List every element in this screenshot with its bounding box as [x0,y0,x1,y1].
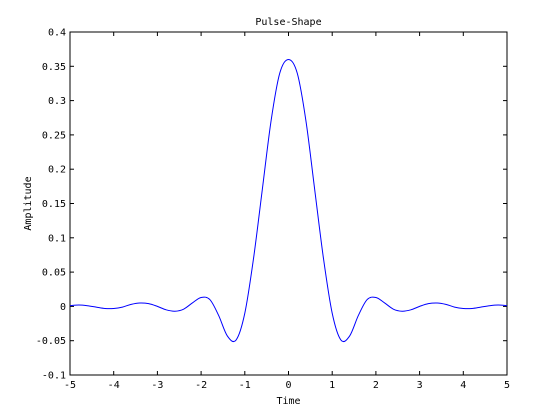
y-tick-label: 0.15 [42,199,66,210]
y-tick-label: 0.25 [42,130,66,141]
x-tick-label: -1 [239,380,251,391]
x-tick-label: 3 [417,380,423,391]
y-tick-label: 0.35 [42,62,66,73]
x-tick-label: 1 [329,380,335,391]
x-tick-label: -3 [151,380,163,391]
y-tick-label: 0.1 [48,233,66,244]
y-tick-label: -0.05 [36,336,66,347]
x-tick-label: 5 [504,380,510,391]
y-tick-label: 0.3 [48,96,66,107]
x-tick-label: -4 [108,380,120,391]
y-tick-label: 0 [60,302,66,313]
x-axis-ticks: -5 -4 -3 -2 -1 0 1 2 3 4 5 [64,32,510,391]
x-tick-label: 4 [460,380,466,391]
chart-title: Pulse-Shape [255,17,321,28]
y-tick-label: 0.4 [48,28,66,39]
y-axis-ticks: -0.1 -0.05 0 0.05 0.1 0.15 0.2 0.25 0.3 0.35 0.4 [36,28,507,382]
y-tick-label: 0.2 [48,165,66,176]
y-tick-label: 0.05 [42,268,66,279]
x-tick-label: 2 [373,380,379,391]
x-tick-label: -2 [195,380,207,391]
x-tick-label: 0 [285,380,291,391]
x-tick-label: -5 [64,380,76,391]
series-line [69,58,508,343]
x-axis-label: Time [276,396,300,407]
plot-area [69,31,508,376]
y-axis-label: Amplitude [23,176,34,230]
y-tick-label: -0.1 [42,371,66,382]
